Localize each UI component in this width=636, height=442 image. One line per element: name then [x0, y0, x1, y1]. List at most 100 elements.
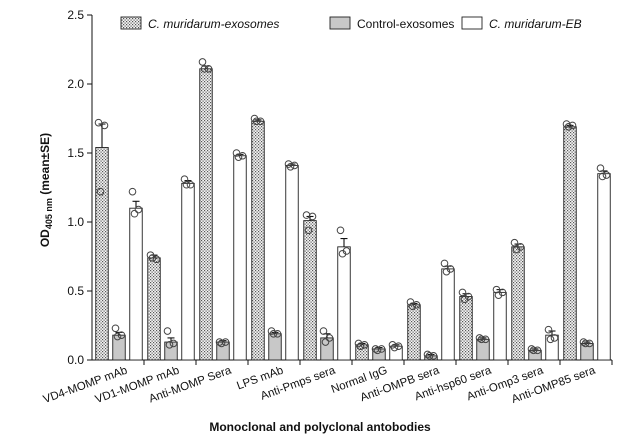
data-point — [338, 249, 347, 258]
data-point — [217, 339, 226, 348]
legend-label: Control-exosomes — [357, 17, 454, 31]
data-point — [290, 161, 299, 170]
data-point — [458, 288, 467, 297]
data-point — [117, 331, 126, 339]
bar — [95, 147, 109, 361]
data-point — [204, 65, 213, 73]
legend-label: C. muridarum-EB — [489, 17, 582, 31]
data-point — [585, 339, 594, 348]
data-point — [442, 267, 451, 276]
y-axis-label: OD405 nm (mean±SE) — [38, 133, 54, 247]
data-point — [269, 329, 278, 338]
data-point — [256, 117, 265, 126]
data-point — [477, 335, 486, 344]
y-tick-label: 1.0 — [67, 215, 84, 229]
data-point — [377, 345, 386, 353]
bar — [181, 182, 195, 361]
data-point — [440, 259, 449, 268]
data-point — [163, 327, 172, 335]
legend-swatch — [329, 16, 351, 30]
data-point — [113, 332, 122, 341]
bar — [251, 120, 265, 361]
y-axis-label-main: OD — [38, 229, 52, 247]
legend-swatch — [461, 16, 483, 30]
data-point — [481, 335, 490, 344]
data-point — [408, 302, 417, 310]
y-axis-label-subscript: 405 nm — [44, 198, 54, 229]
data-point — [234, 153, 243, 161]
data-point — [252, 117, 261, 126]
data-point — [564, 122, 573, 131]
data-point — [356, 342, 365, 351]
data-point — [302, 211, 311, 219]
data-point — [581, 339, 590, 348]
data-point — [510, 238, 519, 247]
bar — [268, 333, 282, 361]
data-point — [319, 327, 328, 335]
data-point — [529, 346, 538, 355]
legend: C. muridarum-exosomes Control-exosomes C. … — [120, 16, 582, 31]
data-point — [134, 205, 143, 214]
data-point — [128, 187, 137, 196]
bar — [597, 173, 611, 361]
data-point — [186, 180, 195, 189]
data-point — [152, 255, 161, 264]
data-point — [550, 334, 559, 342]
bars — [94, 58, 611, 361]
data-point — [321, 338, 330, 346]
data-point — [130, 209, 139, 218]
y-tick-label: 2.5 — [67, 8, 84, 22]
bar — [285, 164, 299, 361]
data-point — [425, 352, 434, 360]
data-point — [221, 338, 230, 346]
bar — [147, 257, 161, 361]
data-point — [412, 301, 421, 309]
bar — [493, 291, 507, 361]
bar — [459, 296, 473, 361]
data-point — [512, 245, 521, 254]
data-point — [544, 325, 553, 334]
x-axis-label: Monoclonal and polyclonal antobodies — [209, 420, 431, 434]
bar — [511, 246, 525, 361]
bar — [303, 220, 317, 361]
data-point — [165, 341, 174, 349]
data-point — [304, 226, 313, 235]
data-point — [238, 151, 247, 160]
data-point — [360, 341, 369, 349]
bar — [199, 68, 213, 361]
data-point — [198, 58, 207, 66]
y-tick-label: 0.5 — [67, 284, 84, 298]
data-point — [494, 291, 503, 299]
data-point — [598, 172, 607, 181]
data-point — [390, 343, 399, 352]
data-point — [100, 121, 109, 130]
bar — [129, 207, 143, 361]
data-point — [286, 163, 295, 171]
data-point — [232, 149, 241, 157]
data-point — [568, 121, 577, 130]
data-point — [96, 187, 105, 196]
data-point — [336, 226, 345, 235]
legend-label: C. muridarum-exosomes — [148, 17, 279, 31]
data-point — [325, 334, 334, 342]
data-point — [148, 254, 157, 262]
data-point — [373, 346, 382, 355]
data-point — [429, 352, 438, 360]
data-point — [460, 295, 469, 304]
bar — [407, 304, 421, 361]
data-point — [394, 342, 403, 351]
y-tick-label: 0.0 — [67, 353, 84, 367]
data-point — [200, 65, 209, 73]
data-point — [596, 164, 605, 172]
data-point — [308, 212, 317, 221]
y-ticks: 0.0 0.5 1.0 1.5 2.0 2.5 — [67, 8, 92, 367]
bar — [441, 268, 455, 361]
data-point — [215, 338, 224, 346]
data-point — [273, 329, 282, 338]
y-tick-label: 2.0 — [67, 77, 84, 91]
bar — [233, 155, 247, 361]
data-point — [94, 118, 103, 127]
data-point — [182, 180, 191, 189]
